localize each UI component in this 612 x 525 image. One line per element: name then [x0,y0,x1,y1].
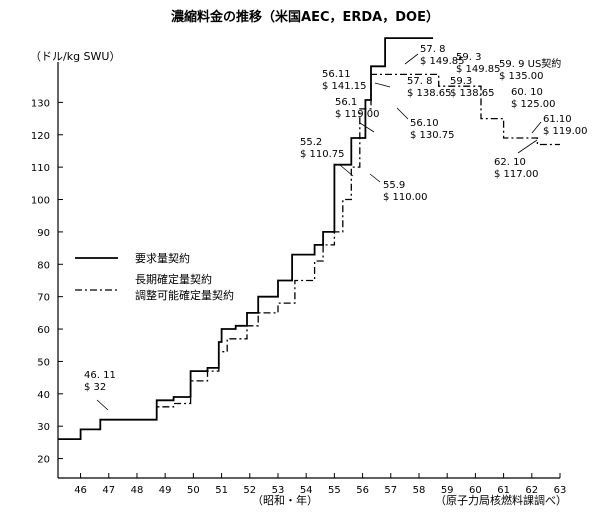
annotation-leader [339,164,354,177]
x-tick-label: 63 [554,485,567,496]
series-lines [58,37,560,441]
annotation-leader [96,399,109,411]
x-tick-label: 49 [159,485,172,496]
x-tick-label: 55 [328,485,341,496]
y-tick-label: 30 [37,422,50,433]
y-tick-label: 20 [37,455,50,466]
x-tick-label: 47 [102,485,115,496]
y-tick-label: 90 [37,228,50,239]
annotation-price: $ 117.00 [494,169,539,180]
annotation-date: 46. 11 [84,370,116,381]
annotation-price: $ 119.00 [335,109,380,120]
annotation-price: $ 119.00 [543,126,588,137]
y-tick-label: 110 [31,163,50,174]
annotation-price: $ 138.65 [407,88,452,99]
annotation-price: $ 149.85 [420,56,465,67]
chart-title: 濃縮料金の推移（米国AEC，ERDA，DOE） [171,9,439,25]
annotation-leader [531,121,542,134]
y-tick-label: 80 [37,260,50,271]
annotation-date: 56.10 [410,118,439,129]
x-tick-label: 52 [243,485,256,496]
annotation-date: 60. 10 [511,87,543,98]
x-tick-label: 51 [215,485,228,496]
annotation-date: 55.2 [300,137,322,148]
annotation-date: 57. 8 [420,44,445,55]
annotation-price: $ 125.00 [511,99,556,110]
x-tick-label: 62 [525,485,538,496]
annotation-leader [369,173,381,183]
annotation-leader [396,107,409,120]
x-tick-label: 56 [356,485,369,496]
axes: 20 30 40 50 60 70 80 90 100 110 120 130 46 47 48 49 50 51… [31,62,566,496]
annotation-date: 59. 3 [456,52,481,63]
annotation-price: $ 135.00 [499,71,544,82]
annotation-price: $ 130.75 [410,130,455,141]
series-line-2 [100,73,560,421]
annotation-leader [517,139,538,154]
annotation-date: 61.10 [543,114,572,125]
y-tick-label: 70 [37,293,50,304]
source-note: （原子力局核燃料課調べ） [435,493,567,507]
annotation-date: 62. 10 [494,157,526,168]
annotation-date: 57. 8 [407,76,432,87]
annotation-date: 56.11 [322,69,351,80]
x-tick-label: 58 [413,485,426,496]
x-tick-label: 46 [74,485,87,496]
y-tick-label: 50 [37,357,50,368]
y-tick-label: 40 [37,390,50,401]
annotation-price: $ 141.15 [322,81,367,92]
annotation-price: $ 32 [84,382,106,393]
x-tick-label: 61 [497,485,510,496]
annotation-date: 59. 9 US契約 [499,57,561,70]
x-tick-label: 48 [131,485,144,496]
y-tick-label: 60 [37,325,50,336]
y-axis-label: （ドル/kg SWU） [30,50,120,63]
annotation-leader [374,82,391,88]
series-line-1 [58,37,434,441]
x-tick-label: 53 [272,485,285,496]
annotation-leader [404,53,419,65]
legend-label: 長期確定量契約 [135,272,212,286]
x-tick-label: 57 [384,485,397,496]
legend-label: 要求量契約 [135,251,190,265]
x-tick-label: 59 [441,485,454,496]
annotation-price: $ 110.75 [300,149,345,160]
annotation-price: $ 110.00 [383,192,428,203]
x-tick-label: 60 [469,485,482,496]
annotation-date: 55.9 [383,180,405,191]
annotation-date: 56.1 [335,97,357,108]
annotation-price: $ 138.65 [450,88,495,99]
x-tick-label: 54 [300,485,313,496]
annotation-date: 59.3 [450,76,472,87]
y-tick-label: 100 [31,196,50,207]
x-tick-label: 50 [187,485,200,496]
legend-label: 調整可能確定量契約 [135,288,234,302]
y-tick-label: 120 [31,131,50,142]
y-tick-label: 130 [31,98,50,109]
annotation-price: $ 149.85 [456,64,501,75]
x-axis-label: （昭和・年） [252,493,318,507]
annotation-leader [359,122,375,133]
